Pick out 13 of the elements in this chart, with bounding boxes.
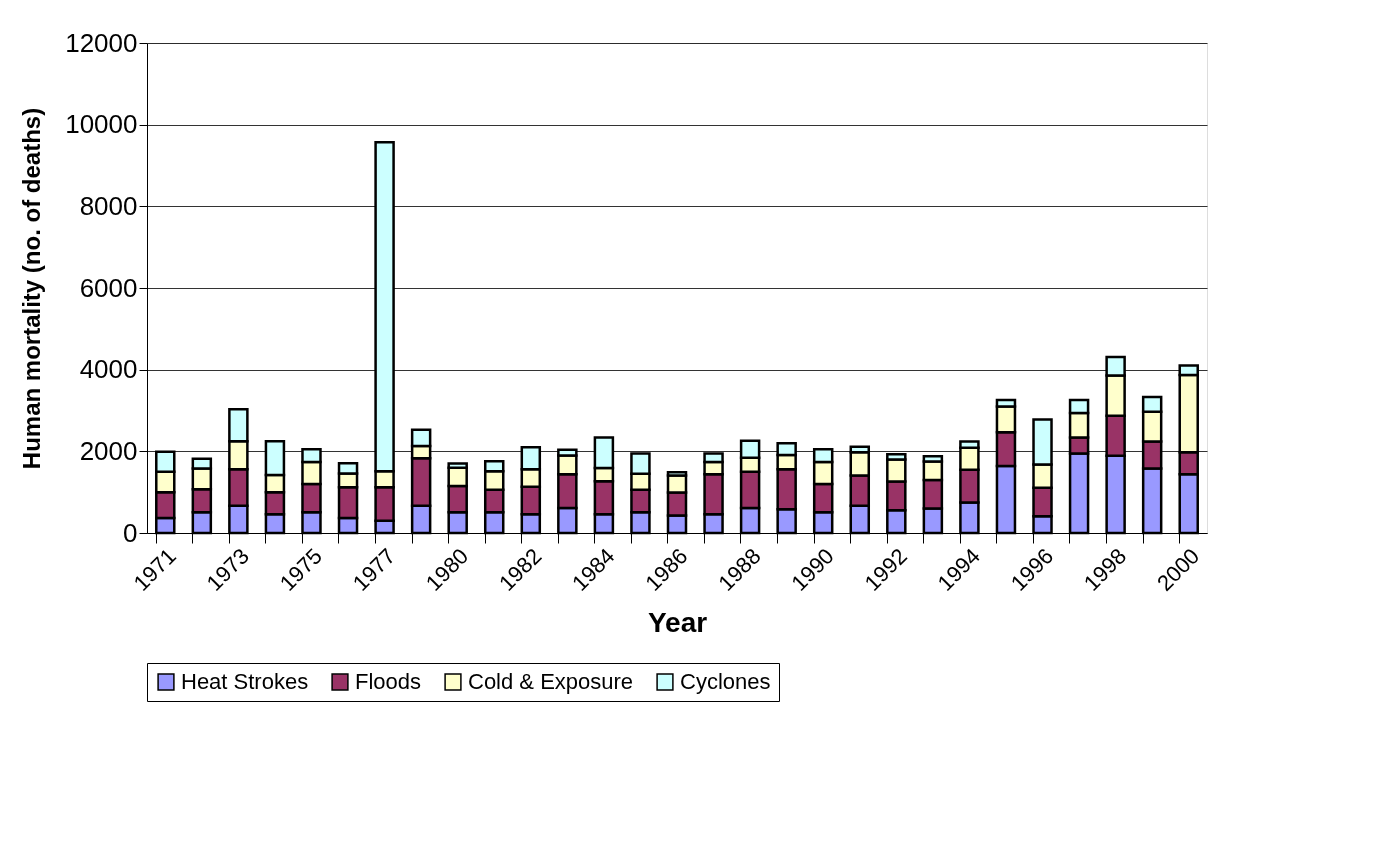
y-tick-label: 10000	[65, 109, 138, 140]
legend-label: Floods	[355, 669, 422, 694]
y-tick-label: 12000	[65, 27, 138, 58]
y-tick-label: 4000	[79, 354, 138, 385]
y-tick-label: 2000	[79, 435, 138, 466]
y-tick-label: 0	[123, 517, 138, 548]
y-tick-label: 8000	[79, 190, 138, 221]
x-axis-title: Year	[647, 606, 708, 638]
legend-label: Cold & Exposure	[468, 669, 634, 694]
legend-label: Cyclones	[680, 669, 771, 694]
y-tick-label: 6000	[79, 272, 138, 303]
y-axis-title: Human mortality (no. of deaths)	[18, 107, 46, 470]
legend-label: Heat Strokes	[181, 669, 309, 694]
